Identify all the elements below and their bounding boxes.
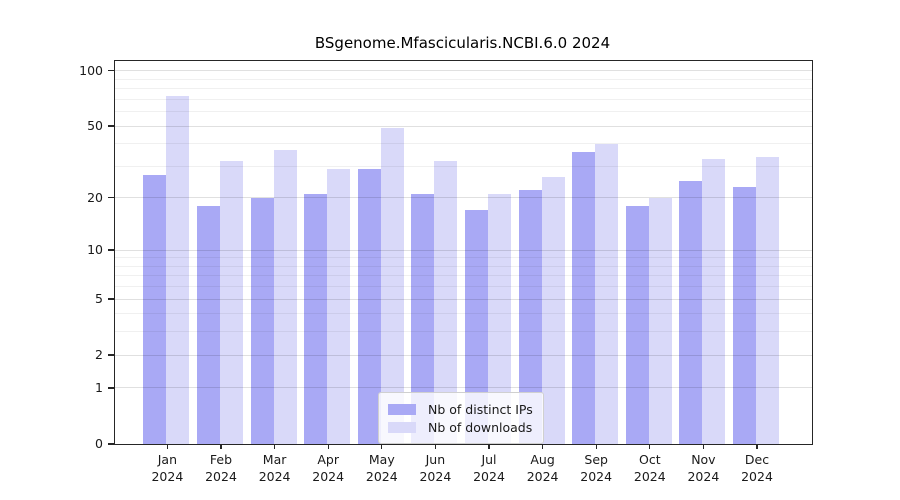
x-tick [541, 444, 544, 449]
x-tick-label: Nov 2024 [687, 452, 720, 484]
x-tick [327, 444, 329, 449]
y-tick-label: 100 [79, 62, 103, 78]
gridline-major [115, 387, 812, 389]
bar-downloads-mar [273, 149, 297, 444]
bar-distinct-ips-may [357, 168, 381, 444]
bar-downloads-nov [702, 158, 726, 444]
x-tick [381, 444, 383, 449]
gridline-minor [115, 257, 812, 259]
gridline-minor [115, 111, 812, 113]
bar-downloads-oct [648, 197, 672, 444]
y-tick [108, 197, 114, 199]
x-tick-label: Dec 2024 [741, 452, 773, 484]
x-tick [702, 444, 705, 449]
bar-downloads-jul [488, 194, 511, 444]
gridline-major [115, 70, 812, 72]
gridline-major [115, 249, 812, 251]
legend-item-downloads: Nb of downloads [388, 419, 533, 435]
y-tick [108, 249, 114, 251]
x-tick-label: Sep 2024 [580, 452, 613, 484]
y-tick [108, 125, 114, 127]
bar-downloads-dec [756, 156, 779, 444]
gridline-minor [115, 98, 812, 100]
bar-distinct-ips-jun [411, 194, 435, 444]
y-tick-label: 20 [87, 189, 103, 205]
x-tick [649, 444, 651, 449]
y-tick [108, 443, 114, 445]
bar-downloads-sep [595, 143, 619, 444]
gridline-minor [115, 265, 812, 267]
x-tick-label: Mar 2024 [258, 452, 291, 484]
legend-swatch-distinct-ips [388, 403, 416, 415]
gridline-minor [115, 286, 812, 288]
x-tick-label: Aug 2024 [526, 452, 559, 484]
x-tick-label: Oct 2024 [633, 452, 666, 484]
x-tick-label: Jan 2024 [151, 452, 184, 484]
bar-downloads-feb [220, 161, 243, 444]
bar-downloads-may [380, 127, 404, 444]
bar-distinct-ips-dec [733, 187, 756, 444]
x-tick [166, 444, 169, 449]
y-tick [108, 298, 114, 300]
legend: Nb of distinct IPs Nb of downloads [378, 392, 544, 444]
plot-area: Nb of distinct IPs Nb of downloads 100 50… [79, 60, 813, 484]
gridline-minor [115, 313, 812, 315]
chart-title: BSgenome.Mfascicularis.NCBI.6.0 2024 [314, 34, 611, 52]
x-tick-label: Jun 2024 [419, 452, 452, 484]
x-tick [595, 444, 597, 449]
y-tick-label: 10 [87, 242, 103, 258]
gridline-minor [115, 331, 812, 333]
gridline-major [115, 298, 812, 300]
legend-label-distinct-ips: Nb of distinct IPs [428, 401, 533, 417]
bar-distinct-ips-jan [143, 174, 167, 444]
x-tick-label: Feb 2024 [205, 452, 237, 484]
gridline-minor [115, 275, 812, 277]
y-tick-label: 0 [95, 436, 103, 451]
y-tick-label: 1 [95, 379, 103, 395]
y-tick-label: 5 [95, 291, 103, 307]
gridline-minor [115, 78, 812, 80]
bar-downloads-aug [541, 177, 565, 444]
x-tick [756, 444, 758, 449]
gridline-minor [115, 88, 812, 90]
y-tick [108, 387, 114, 389]
x-tick-label: May 2024 [365, 452, 398, 484]
bar-distinct-ips-feb [197, 205, 220, 444]
x-tick-label: Apr 2024 [312, 452, 345, 484]
bar-downloads-jun [434, 161, 458, 444]
legend-item-distinct-ips: Nb of distinct IPs [388, 401, 533, 417]
bar-distinct-ips-nov [679, 180, 703, 444]
y-tick-label: 2 [95, 347, 103, 363]
y-tick [108, 70, 114, 72]
bar-distinct-ips-sep [572, 152, 596, 444]
x-tick [220, 444, 222, 449]
bar-distinct-ips-mar [250, 197, 274, 444]
x-tick-label: Jul 2024 [473, 452, 505, 484]
bar-downloads-apr [327, 168, 351, 444]
x-tick [488, 444, 490, 449]
gridline-minor [115, 143, 812, 145]
x-tick [434, 444, 437, 449]
x-tick [273, 444, 276, 449]
gridline-major [115, 354, 812, 356]
bar-distinct-ips-jul [465, 210, 488, 444]
gridline-major [115, 125, 812, 127]
bar-downloads-jan [166, 95, 190, 444]
bar-distinct-ips-apr [304, 194, 328, 444]
legend-label-downloads: Nb of downloads [428, 419, 533, 435]
bar-distinct-ips-aug [518, 190, 542, 444]
bar-distinct-ips-oct [625, 205, 649, 444]
y-tick-label: 50 [87, 118, 103, 134]
gridline-major [115, 197, 812, 199]
gridline-minor [115, 165, 812, 167]
legend-swatch-downloads [388, 421, 416, 433]
y-tick [108, 354, 114, 356]
